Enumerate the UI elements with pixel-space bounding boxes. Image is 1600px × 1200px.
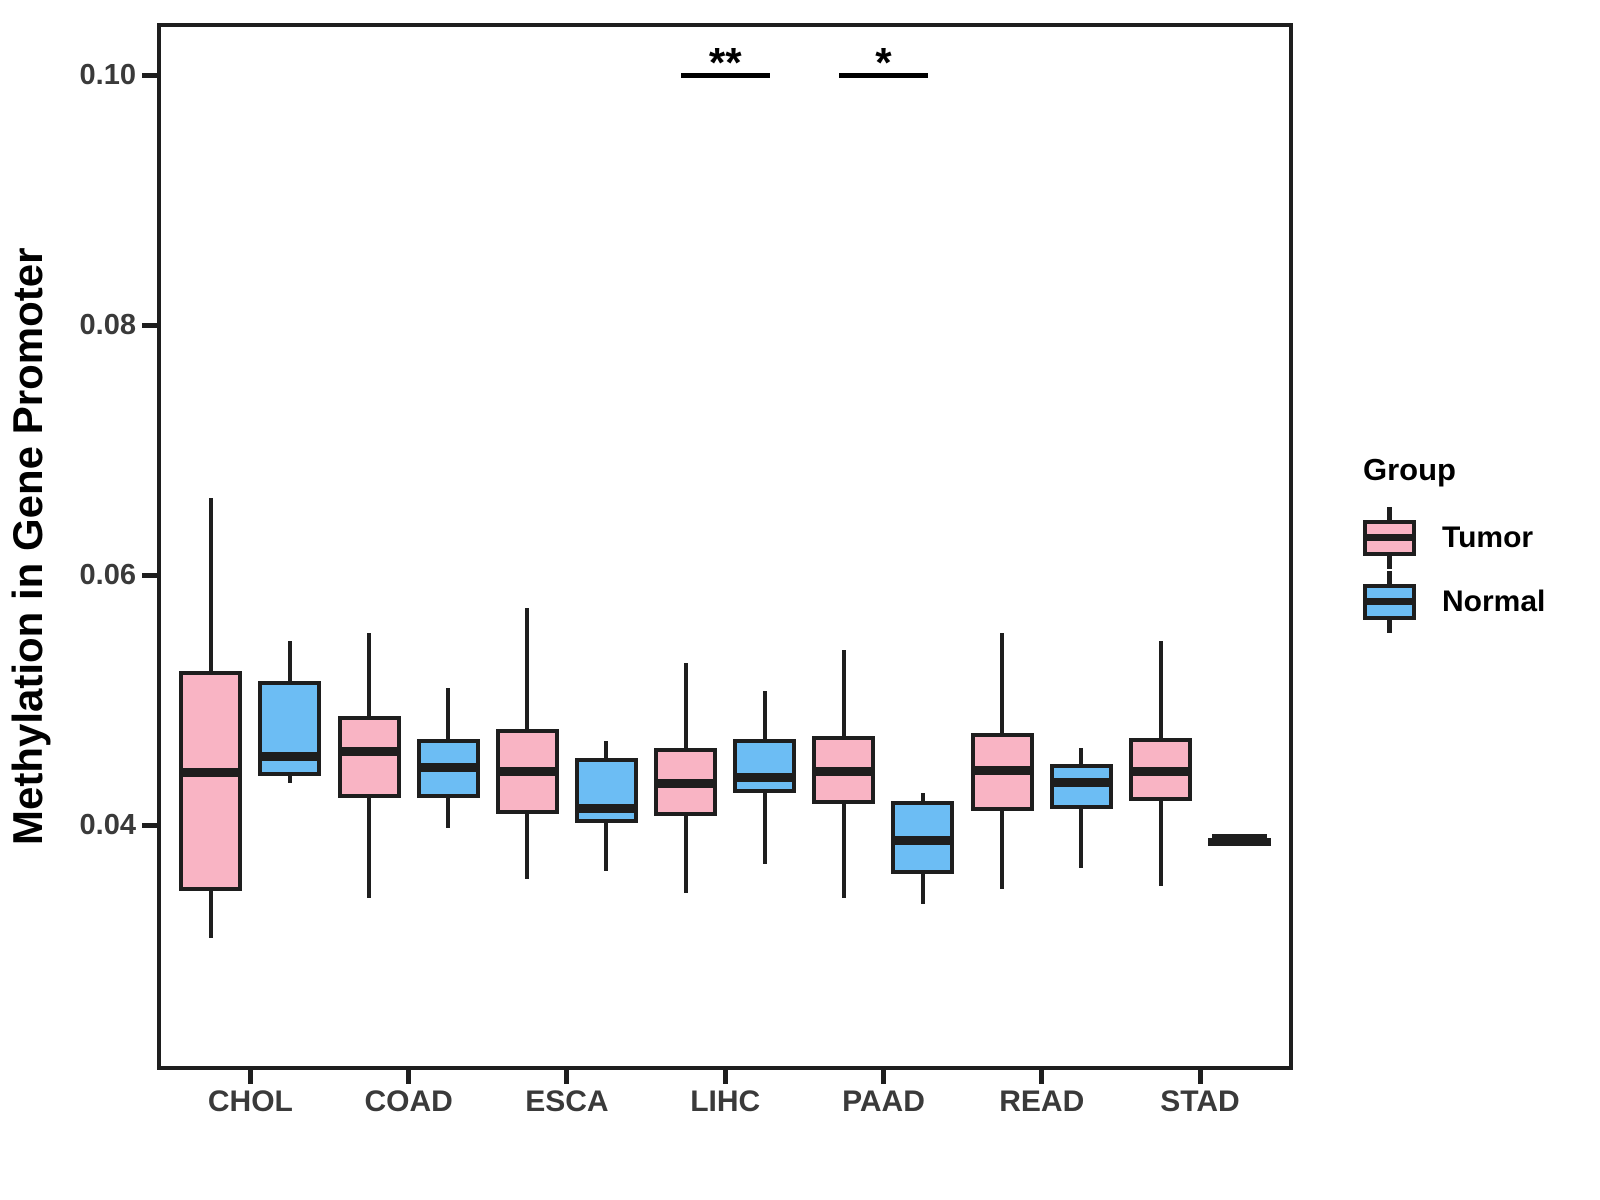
key-median (1367, 598, 1412, 605)
legend-label: Normal (1442, 585, 1546, 618)
whisker-upper (367, 632, 372, 717)
legend-title: Group (1363, 452, 1456, 487)
whisker-lower (525, 813, 530, 879)
key-whisker-bottom (1387, 620, 1392, 633)
median-line (499, 766, 555, 776)
whisker-lower (683, 816, 688, 893)
whisker-lower (762, 792, 767, 864)
whisker-upper (287, 641, 292, 682)
y-tick-mark (142, 572, 157, 578)
whisker-lower (920, 873, 925, 904)
whisker-upper (762, 691, 767, 739)
whisker-upper (1158, 641, 1163, 738)
box-normal (258, 681, 322, 777)
significance-line (838, 72, 928, 78)
y-tick-label: 0.08 (79, 309, 136, 342)
whisker-lower (367, 797, 372, 898)
box-normal (733, 738, 797, 793)
key-whisker-top (1387, 571, 1392, 584)
whisker-upper (683, 662, 688, 748)
x-axis-label: COAD (364, 1085, 453, 1118)
y-tick-mark (142, 322, 157, 328)
whisker-lower (1000, 811, 1005, 889)
boxplot-key-icon (1363, 571, 1416, 633)
median-line (658, 779, 714, 789)
legend-item-normal: Normal (1363, 570, 1593, 634)
median-line (974, 765, 1030, 775)
median-line (183, 768, 239, 778)
y-tick-mark (142, 822, 157, 828)
x-axis-label: STAD (1160, 1085, 1240, 1118)
boxplot-key-icon (1363, 507, 1416, 569)
median-line (578, 804, 634, 814)
y-tick-label: 0.04 (79, 809, 136, 842)
whisker-lower (604, 822, 609, 872)
median-line (816, 766, 872, 776)
significance-stars: ** (708, 39, 742, 87)
x-tick-mark (880, 1070, 886, 1084)
median-line (1212, 834, 1268, 844)
whisker-upper (446, 687, 451, 739)
median-line (895, 835, 951, 845)
whisker-lower (287, 776, 292, 783)
key-whisker-top (1387, 507, 1392, 520)
x-axis-label: LIHC (690, 1085, 761, 1118)
median-line (262, 751, 318, 761)
whisker-lower (446, 797, 451, 828)
key-median (1367, 534, 1412, 541)
legend: Group Tumor Normal (1363, 452, 1593, 634)
median-line (1053, 778, 1109, 788)
legend-label: Tumor (1442, 521, 1534, 554)
x-axis-label: ESCA (525, 1085, 609, 1118)
whisker-upper (1079, 747, 1084, 764)
x-tick-mark (247, 1070, 253, 1084)
whisker-lower (1079, 808, 1084, 868)
whisker-upper (1000, 632, 1005, 733)
box-tumor (179, 671, 243, 892)
y-axis-title: Methylation in Gene Promoter (4, 247, 51, 846)
box-tumor (337, 716, 401, 798)
x-tick-mark (722, 1070, 728, 1084)
whisker-upper (841, 650, 846, 737)
plot-panel (157, 23, 1293, 1070)
x-axis-label: PAAD (842, 1085, 925, 1118)
whisker-upper (525, 607, 530, 729)
whisker-upper (920, 792, 925, 802)
x-tick-mark (406, 1070, 412, 1084)
x-axis-label: READ (999, 1085, 1085, 1118)
y-tick-label: 0.06 (79, 559, 136, 592)
median-line (1133, 766, 1189, 776)
median-line (737, 773, 793, 783)
median-line (341, 746, 397, 756)
significance-stars: * (875, 39, 892, 87)
x-tick-mark (1197, 1070, 1203, 1084)
legend-item-tumor: Tumor (1363, 506, 1593, 570)
x-tick-mark (564, 1070, 570, 1084)
median-line (420, 763, 476, 773)
whisker-lower (841, 803, 846, 898)
whisker-upper (208, 497, 213, 672)
whisker-lower (1158, 801, 1163, 887)
legend-rows: Tumor Normal (1363, 506, 1593, 634)
x-axis-label: CHOL (207, 1085, 293, 1118)
y-tick-mark (142, 72, 157, 78)
whisker-upper (604, 741, 609, 758)
key-whisker-bottom (1387, 556, 1392, 569)
x-tick-mark (1039, 1070, 1045, 1084)
y-tick-label: 0.10 (79, 59, 136, 92)
significance-line (680, 72, 770, 78)
whisker-lower (208, 891, 213, 938)
